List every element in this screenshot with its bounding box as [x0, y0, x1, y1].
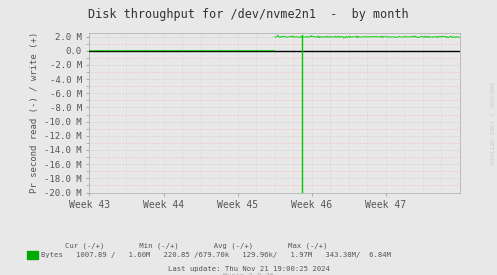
Text: Last update: Thu Nov 21 19:00:25 2024: Last update: Thu Nov 21 19:00:25 2024: [167, 266, 330, 272]
Text: RRDTOOL / TOBI OETIKER: RRDTOOL / TOBI OETIKER: [489, 82, 494, 165]
Text: Munin 2.0.76: Munin 2.0.76: [223, 273, 274, 275]
Text: Disk throughput for /dev/nvme2n1  -  by month: Disk throughput for /dev/nvme2n1 - by mo…: [88, 8, 409, 21]
Text: Bytes   1007.89 /   1.60M   220.85 /679.70k   129.96k/   1.97M   343.38M/  6.84M: Bytes 1007.89 / 1.60M 220.85 /679.70k 12…: [41, 252, 391, 258]
FancyBboxPatch shape: [27, 251, 38, 259]
Text: Cur (-/+)        Min (-/+)        Avg (-/+)        Max (-/+): Cur (-/+) Min (-/+) Avg (-/+) Max (-/+): [65, 243, 327, 249]
Y-axis label: Pr second read (-) / write (+): Pr second read (-) / write (+): [30, 32, 39, 193]
